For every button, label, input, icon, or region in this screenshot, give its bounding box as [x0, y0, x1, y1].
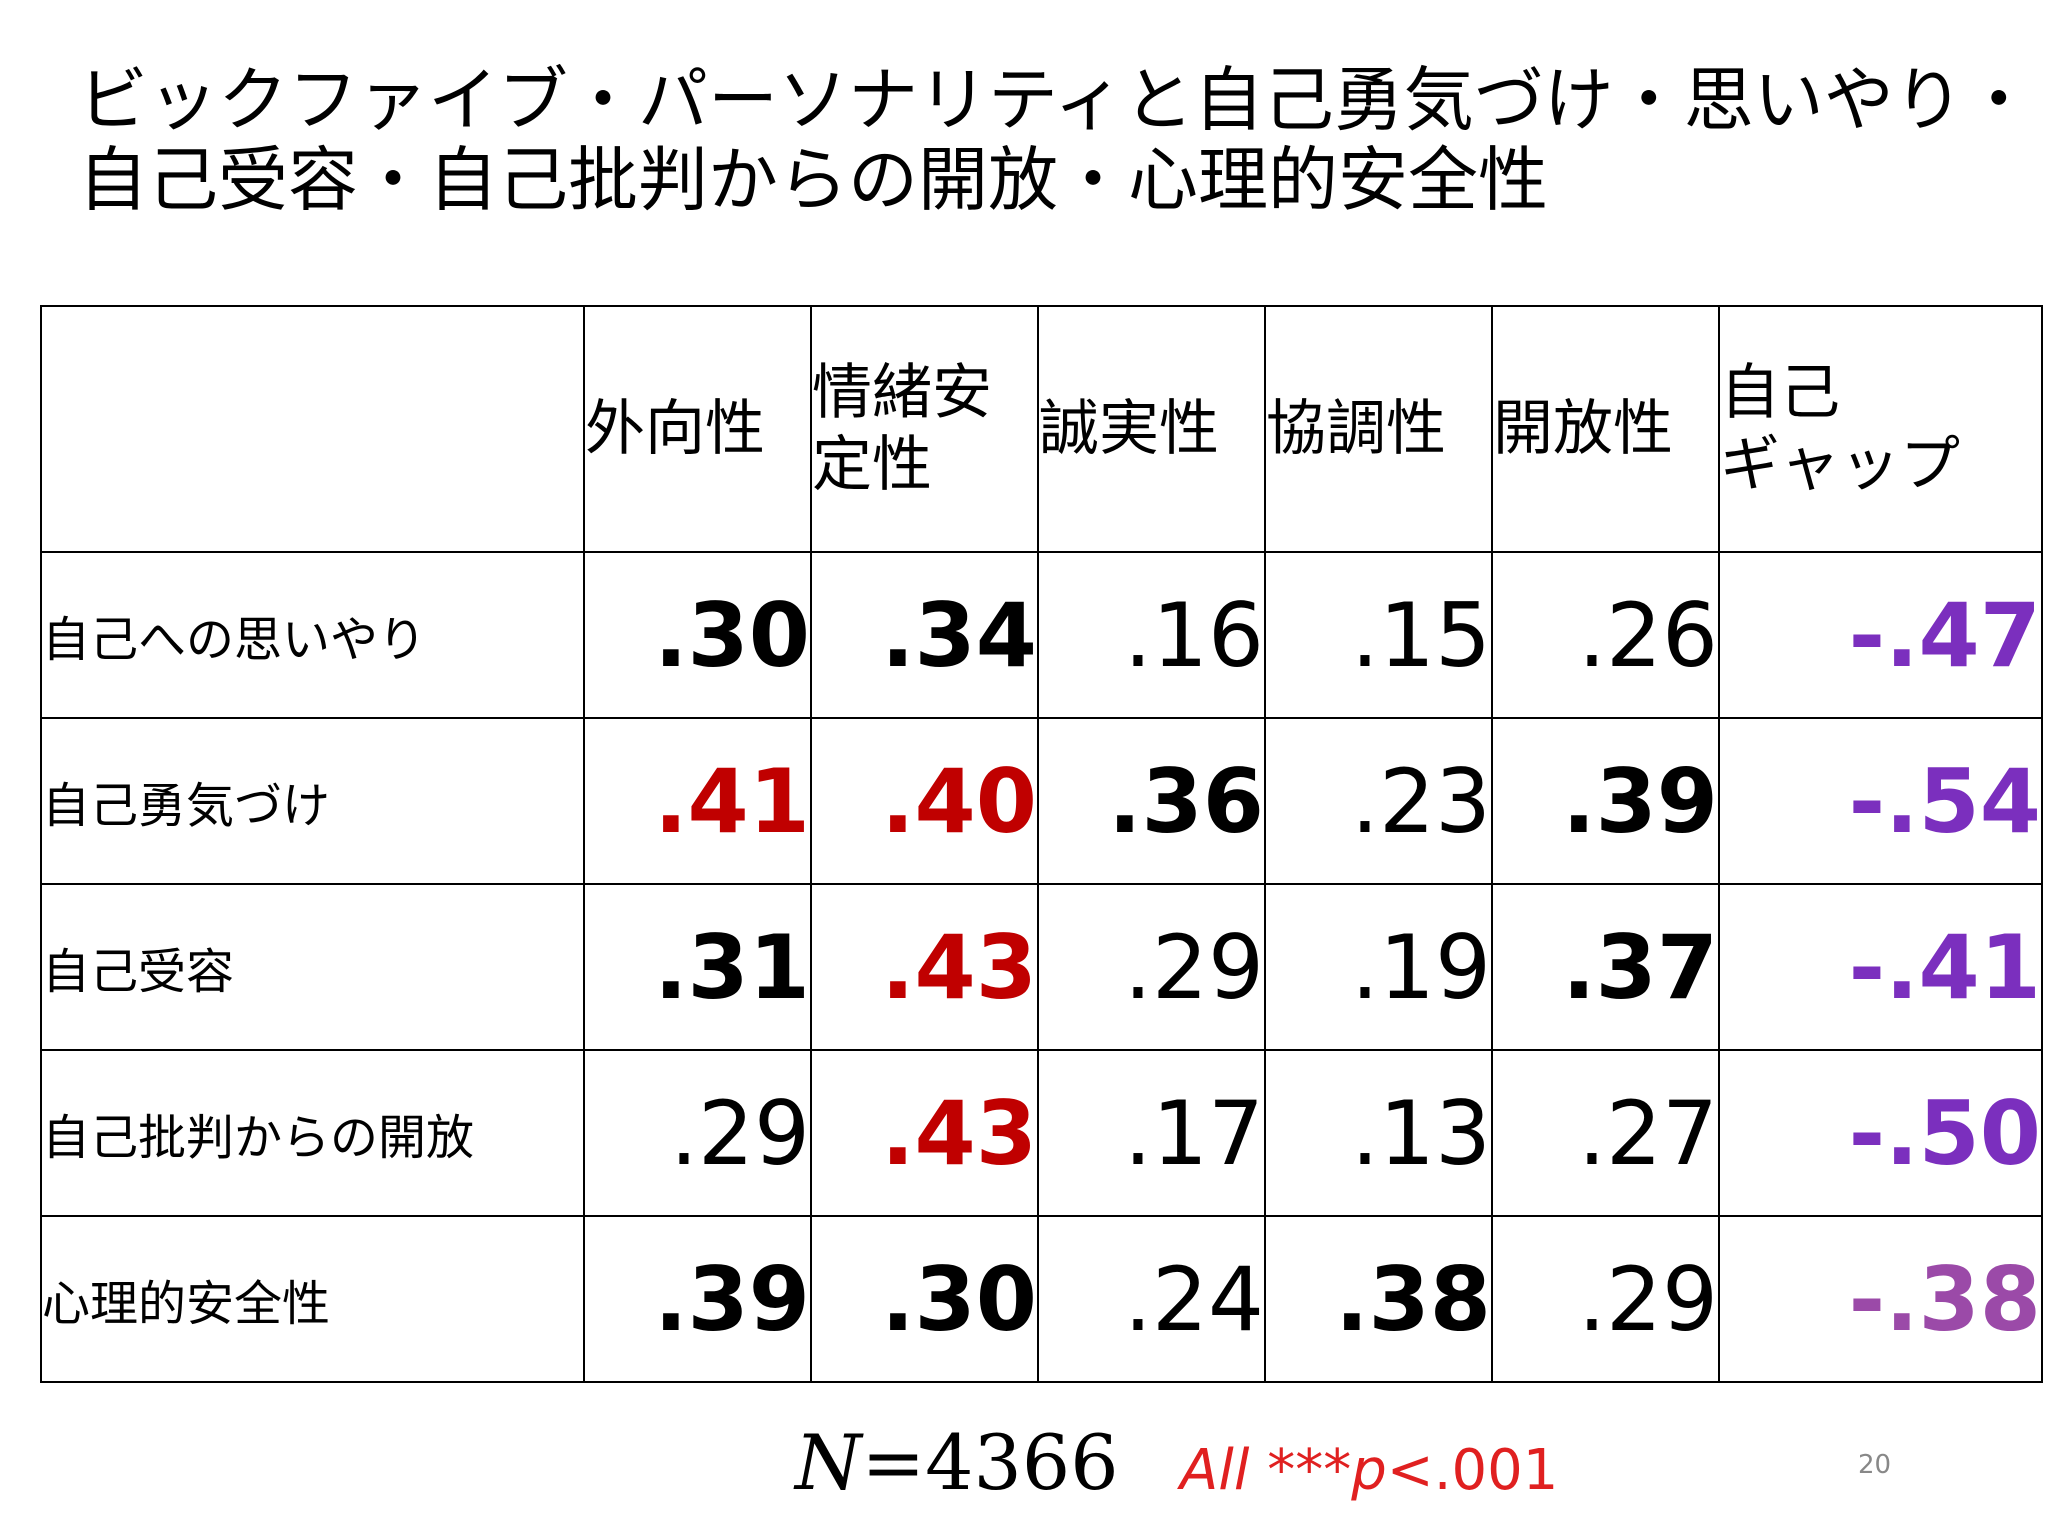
table-cell: .17: [1037, 1049, 1266, 1217]
page-number: 20: [1858, 1450, 1892, 1480]
significance-all: All: [1180, 1438, 1250, 1503]
table-cell: .30: [810, 1215, 1039, 1383]
sample-size: N=4366: [795, 1418, 1119, 1507]
significance-note: All ***p<.001: [1180, 1438, 1558, 1503]
corner-cell: [40, 305, 585, 553]
table-cell: .24: [1037, 1215, 1266, 1383]
significance-stars: ***: [1249, 1438, 1352, 1503]
table-row: 心理的安全性 .39 .30 .24 .38 .29 -.38: [40, 1215, 2043, 1383]
header-agreeableness: 協調性: [1264, 305, 1493, 553]
slide-title: ビックファイブ・パーソナリティと自己勇気づけ・思いやり・ 自己受容・自己批判から…: [78, 59, 2034, 221]
table-cell: .41: [583, 717, 812, 885]
row-label: 自己批判からの開放: [40, 1049, 585, 1217]
table-cell: .43: [810, 1049, 1039, 1217]
table-cell: .39: [1491, 717, 1720, 885]
table-cell: .16: [1037, 551, 1266, 719]
table-cell: .43: [810, 883, 1039, 1051]
title-line-2: 自己受容・自己批判からの開放・心理的安全性: [78, 139, 1548, 221]
table-cell: -.54: [1718, 717, 2043, 885]
table-row: 自己勇気づけ .41 .40 .36 .23 .39 -.54: [40, 717, 2043, 885]
correlation-table: 外向性 情緒安 定性 誠実性 協調性 開放性 自己 ギャップ 自己への思いやり …: [40, 305, 2043, 1383]
significance-p: p: [1351, 1438, 1387, 1503]
row-label: 自己勇気づけ: [40, 717, 585, 885]
header-conscientiousness: 誠実性: [1037, 305, 1266, 553]
table-row: 自己への思いやり .30 .34 .16 .15 .26 -.47: [40, 551, 2043, 719]
table-cell: .37: [1491, 883, 1720, 1051]
header-self-gap: 自己 ギャップ: [1718, 305, 2043, 553]
table-cell: -.50: [1718, 1049, 2043, 1217]
table-cell: .23: [1264, 717, 1493, 885]
table-cell: -.47: [1718, 551, 2043, 719]
table-cell: .26: [1491, 551, 1720, 719]
table-row: 自己批判からの開放 .29 .43 .17 .13 .27 -.50: [40, 1049, 2043, 1217]
table-cell: -.38: [1718, 1215, 2043, 1383]
table-cell: -.41: [1718, 883, 2043, 1051]
table-cell: .34: [810, 551, 1039, 719]
header-openness: 開放性: [1491, 305, 1720, 553]
row-label: 自己への思いやり: [40, 551, 585, 719]
row-label: 自己受容: [40, 883, 585, 1051]
table-cell: .30: [583, 551, 812, 719]
table-cell: .29: [583, 1049, 812, 1217]
table-cell: .39: [583, 1215, 812, 1383]
significance-threshold: <.001: [1386, 1438, 1559, 1503]
table-cell: .31: [583, 883, 812, 1051]
table-cell: .29: [1037, 883, 1266, 1051]
table-cell: .15: [1264, 551, 1493, 719]
sample-size-value: =4366: [861, 1418, 1119, 1507]
table-cell: .29: [1491, 1215, 1720, 1383]
table-cell: .19: [1264, 883, 1493, 1051]
table-cell: .38: [1264, 1215, 1493, 1383]
table-cell: .36: [1037, 717, 1266, 885]
sample-size-label: N: [795, 1418, 862, 1507]
header-extraversion: 外向性: [583, 305, 812, 553]
table-cell: .27: [1491, 1049, 1720, 1217]
title-line-1: ビックファイブ・パーソナリティと自己勇気づけ・思いやり・: [78, 59, 2034, 141]
table-row: 自己受容 .31 .43 .29 .19 .37 -.41: [40, 883, 2043, 1051]
header-emotional-stability: 情緒安 定性: [810, 305, 1039, 553]
row-label: 心理的安全性: [40, 1215, 585, 1383]
table-cell: .40: [810, 717, 1039, 885]
table-cell: .13: [1264, 1049, 1493, 1217]
header-row: 外向性 情緒安 定性 誠実性 協調性 開放性 自己 ギャップ: [40, 305, 2043, 553]
